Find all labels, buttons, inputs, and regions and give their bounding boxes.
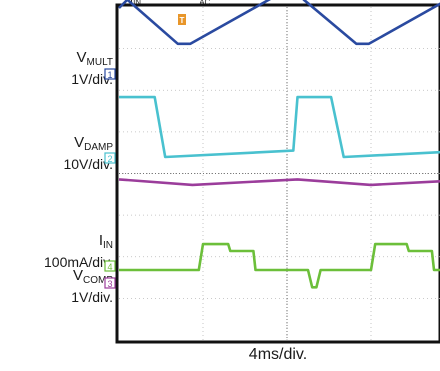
- traces: [118, 0, 440, 289]
- channel-marker-label: 1: [107, 70, 112, 80]
- vcomp-name: V: [72, 267, 83, 284]
- vmult-name: V: [76, 49, 87, 66]
- vcomp-scale: 1V/div.: [71, 289, 113, 305]
- iin-name: I: [98, 232, 103, 249]
- trigger-marker: T: [178, 14, 186, 25]
- vmult-scale: 1V/div.: [71, 71, 113, 87]
- channel-marker-3: 3: [104, 277, 116, 289]
- trace-vcomp: [118, 178, 440, 187]
- iin-sub: IN: [103, 240, 113, 251]
- trace-vmult: [118, 0, 440, 46]
- vcomp-label: VCOMP 1V/div.: [10, 267, 113, 306]
- iin-label: IIN 100mA/div.: [0, 232, 113, 271]
- trigger-marker-label: T: [180, 16, 185, 25]
- channel-marker-4: 4: [104, 260, 116, 272]
- vmult-sub: MULT: [86, 57, 113, 68]
- channel-marker-2: 2: [104, 152, 116, 164]
- vcomp-sub: COMP: [83, 275, 113, 286]
- channel-marker-label: 3: [107, 279, 112, 289]
- iin-scale: 100mA/div.: [44, 254, 113, 270]
- channel-marker-1: 1: [104, 68, 116, 80]
- vdamp-name: V: [74, 134, 85, 151]
- channel-markers: 1 2 4 3 T: [104, 14, 186, 289]
- trace-iin: [119, 242, 440, 289]
- channel-marker-label: 2: [107, 154, 112, 164]
- grid: [119, 7, 440, 340]
- vdamp-scale: 10V/div.: [63, 156, 113, 172]
- vmult-label: VMULT 1V/div.: [10, 49, 113, 88]
- vdamp-sub: DAMP: [84, 142, 113, 153]
- trace-vdamp: [119, 95, 440, 159]
- timebase-label: 4ms/div.: [248, 346, 308, 363]
- vdamp-label: VDAMP 10V/div.: [10, 134, 113, 173]
- channel-marker-label: 4: [107, 262, 112, 272]
